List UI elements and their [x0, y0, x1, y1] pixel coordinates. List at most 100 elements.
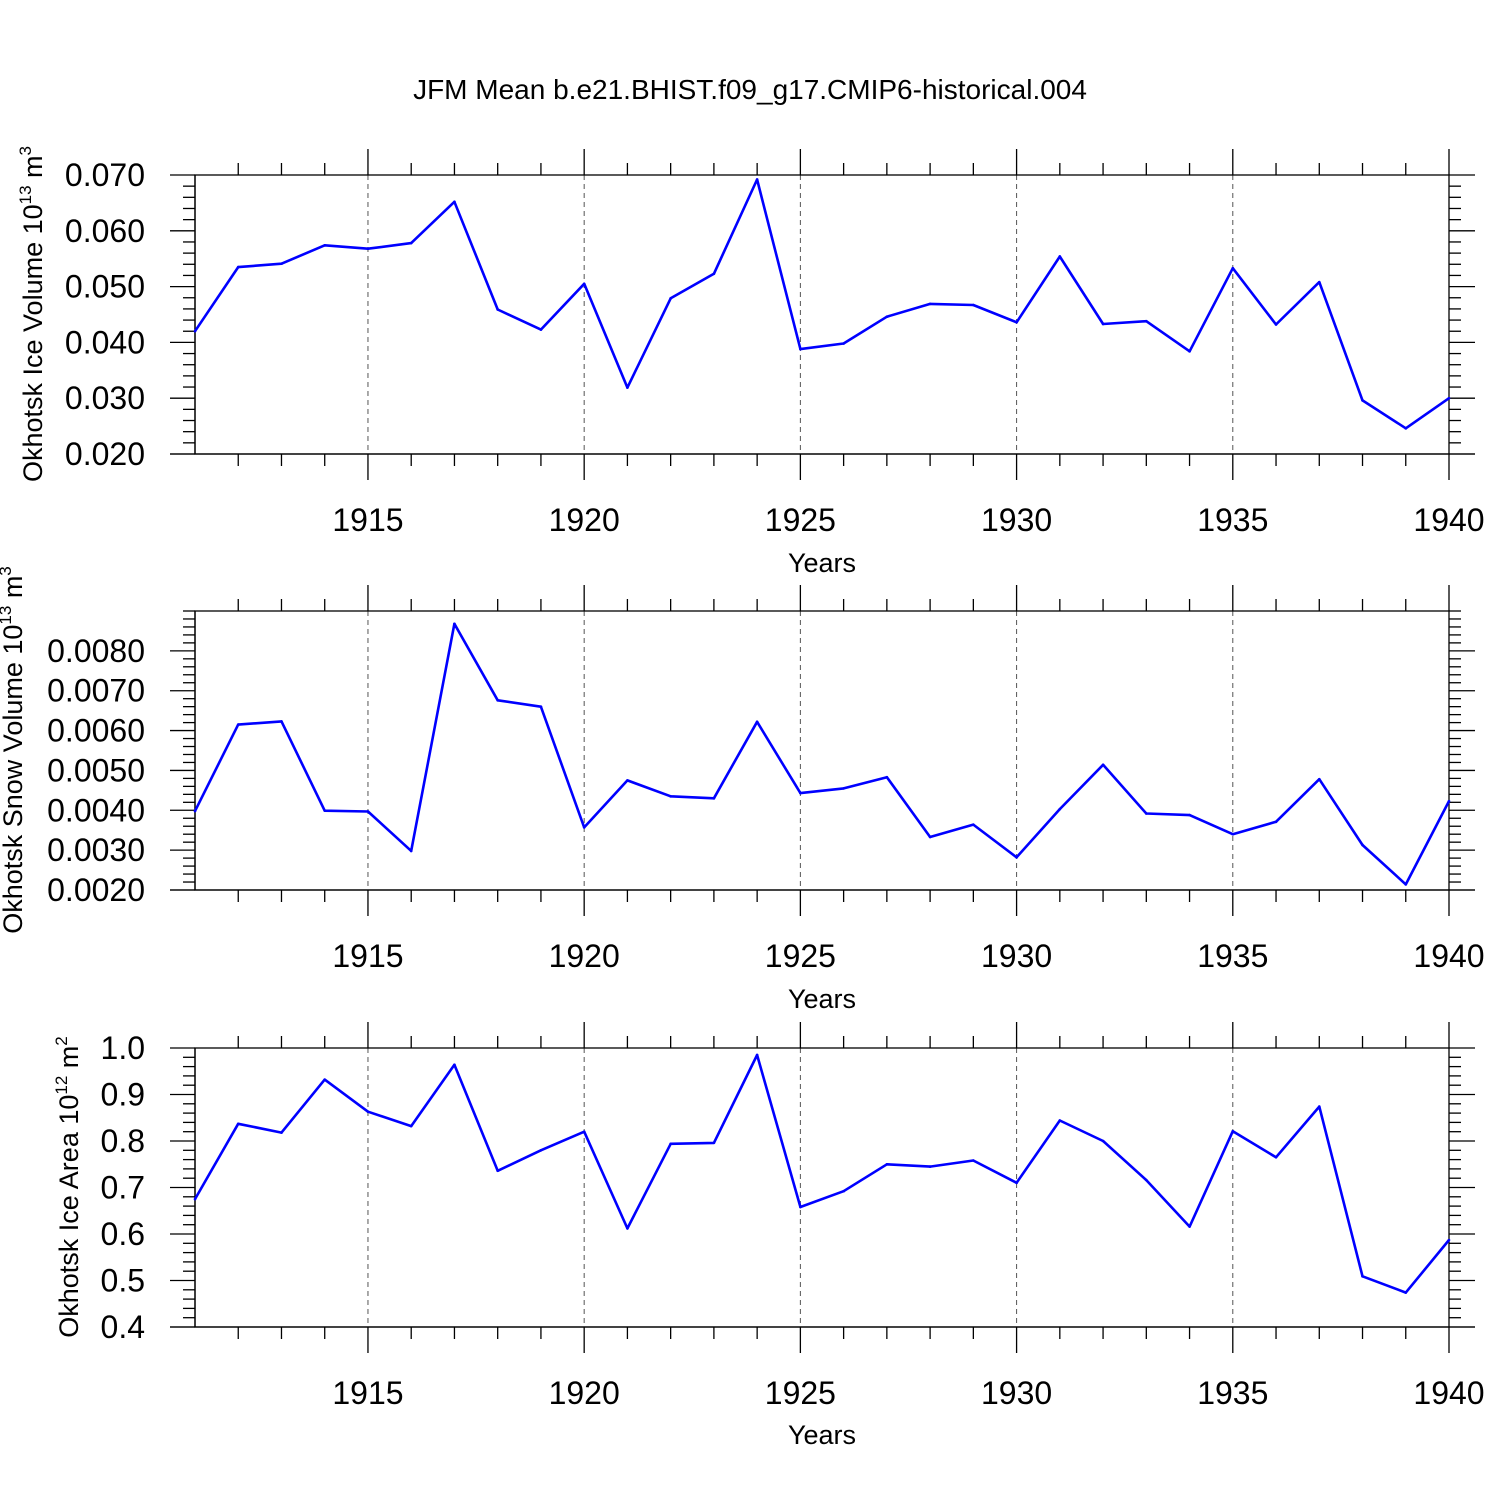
- x-tick-label: 1915: [332, 502, 403, 538]
- data-point: [409, 241, 413, 245]
- data-point: [669, 795, 672, 798]
- data-point: [1361, 399, 1364, 402]
- data-point: [539, 328, 543, 331]
- x-tick-label: 1915: [332, 938, 403, 974]
- x-axis-title: Years: [788, 1420, 856, 1450]
- data-point: [582, 1130, 586, 1133]
- data-point: [280, 262, 283, 266]
- data-point: [842, 787, 845, 790]
- data-point: [496, 308, 499, 311]
- data-point: [799, 347, 802, 351]
- y-axis-title: Okhotsk Snow Volume 1013 m3: [0, 566, 28, 934]
- data-point: [193, 1197, 197, 1201]
- y-tick-label: 0.9: [101, 1077, 145, 1113]
- y-axis-title: Okhotsk Ice Volume 1013 m3: [16, 146, 48, 482]
- data-point: [1101, 1139, 1105, 1143]
- data-point: [1188, 813, 1191, 817]
- y-tick-label: 0.030: [65, 380, 145, 416]
- plot-frame: [194, 1047, 1450, 1328]
- data-point: [1101, 322, 1105, 326]
- data-point: [1058, 1119, 1062, 1122]
- data-point: [626, 779, 629, 782]
- data-point: [1361, 843, 1364, 847]
- panel-snow-volume: 1915 1920 1925 1930 1935 1940 0.0020 0.0030 0.00…: [0, 566, 1485, 1014]
- data-point: [626, 386, 629, 389]
- data-point: [1015, 321, 1018, 324]
- data-point: [236, 723, 240, 726]
- x-tick-label: 1935: [1197, 1375, 1268, 1411]
- data-point: [1404, 1291, 1408, 1294]
- data-point: [1015, 856, 1018, 859]
- y-tick-label: 0.0060: [47, 713, 145, 749]
- data-point: [1231, 1129, 1235, 1133]
- x-tick-label: 1925: [765, 502, 836, 538]
- data-point: [1447, 1238, 1451, 1242]
- figure-title: JFM Mean b.e21.BHIST.f09_g17.CMIP6-histo…: [413, 74, 1087, 105]
- data-point: [712, 797, 716, 800]
- y-tick-label: 0.0080: [47, 633, 145, 669]
- y-tick-label: 0.0020: [47, 872, 145, 908]
- data-point: [626, 1227, 629, 1230]
- x-tick-label: 1940: [1413, 502, 1484, 538]
- data-point: [1101, 763, 1105, 767]
- x-tick-label: 1935: [1197, 502, 1268, 538]
- x-tick-label: 1925: [765, 938, 836, 974]
- data-point: [1361, 1275, 1364, 1278]
- data-point: [236, 265, 240, 269]
- y-tick-label: 0.0030: [47, 832, 145, 868]
- data-point: [1404, 883, 1408, 886]
- data-point: [1274, 820, 1278, 824]
- data-point: [972, 303, 975, 307]
- data-point: [842, 1189, 845, 1193]
- data-point: [799, 791, 802, 795]
- data-point: [712, 272, 716, 276]
- y-tick-label: 0.8: [101, 1123, 145, 1159]
- data-point: [1274, 1155, 1278, 1159]
- data-point: [1317, 1105, 1321, 1108]
- y-tick-label: 1.0: [101, 1030, 145, 1066]
- plot-frame: [194, 610, 1450, 891]
- data-point: [1404, 427, 1408, 430]
- data-point: [755, 720, 759, 724]
- data-point: [496, 698, 499, 702]
- data-point: [885, 315, 889, 319]
- data-point: [1058, 255, 1062, 258]
- x-axis-title: Years: [788, 984, 856, 1014]
- x-tick-label: 1920: [549, 502, 620, 538]
- data-point: [1145, 812, 1148, 815]
- data-point: [1145, 319, 1148, 323]
- series-line: [193, 622, 1451, 886]
- x-tick-label: 1930: [981, 502, 1052, 538]
- data-point: [280, 720, 283, 723]
- data-point: [453, 200, 456, 204]
- y-tick-label: 0.040: [65, 324, 145, 360]
- y-tick-label: 0.060: [65, 213, 145, 249]
- x-tick-label: 1930: [981, 1375, 1052, 1411]
- data-point: [496, 1169, 499, 1173]
- plot-frame: [194, 174, 1450, 455]
- data-point: [409, 1124, 413, 1128]
- data-point: [1447, 799, 1451, 803]
- data-point: [539, 1149, 543, 1152]
- data-point: [928, 302, 932, 306]
- panel-ice-volume: 1915 1920 1925 1930 1935 1940 0.020 0.030 0.040 0…: [16, 146, 1485, 578]
- data-point: [1188, 350, 1191, 353]
- x-tick-label: 1930: [981, 938, 1052, 974]
- data-point: [280, 1131, 283, 1134]
- data-point: [755, 1053, 759, 1057]
- data-point: [1015, 1181, 1018, 1185]
- data-point: [669, 297, 672, 300]
- data-point: [1188, 1225, 1191, 1228]
- data-point: [799, 1205, 802, 1209]
- data-point: [409, 849, 413, 853]
- y-tick-label: 0.7: [101, 1170, 145, 1206]
- data-point: [453, 622, 456, 626]
- data-point: [755, 178, 759, 181]
- y-tick-label: 0.050: [65, 269, 145, 305]
- data-point: [1145, 1178, 1148, 1182]
- x-tick-label: 1925: [765, 1375, 836, 1411]
- data-point: [1058, 807, 1062, 811]
- data-point: [842, 342, 845, 345]
- y-axis-title: Okhotsk Ice Area 1012 m2: [52, 1036, 84, 1338]
- data-point: [582, 282, 586, 286]
